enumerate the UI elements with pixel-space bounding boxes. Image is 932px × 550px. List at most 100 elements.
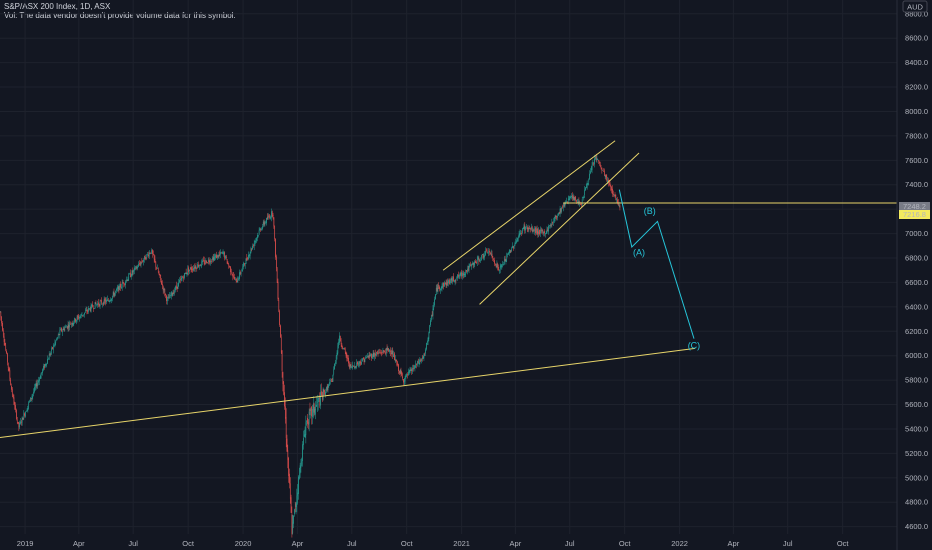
candle-body [329, 382, 330, 385]
time-tick: Jul [565, 539, 575, 548]
candle-body [118, 286, 120, 291]
candle-body [245, 258, 247, 264]
candle-body [389, 349, 390, 352]
candle-body [568, 199, 570, 200]
candle-body [90, 305, 92, 312]
candle-body [162, 283, 163, 286]
candle-body [206, 260, 207, 264]
candle-body [569, 197, 571, 200]
candle-body [428, 332, 430, 339]
candle-body [108, 300, 110, 302]
candle-body [335, 356, 337, 363]
candle-body [326, 387, 327, 392]
candle-body [556, 216, 558, 218]
candle-body [204, 262, 206, 264]
candle-body [617, 202, 619, 206]
candle-body [517, 236, 519, 240]
candle-body [540, 229, 542, 231]
candle-body [573, 196, 575, 200]
candle-body [322, 388, 324, 400]
candle-body [186, 272, 188, 275]
candle-body [464, 274, 466, 275]
candle-body [135, 267, 137, 269]
trendline [479, 152, 640, 305]
candle-body [129, 273, 130, 275]
candle-body [203, 260, 205, 264]
candle-body [302, 444, 303, 462]
candle-body [455, 279, 457, 281]
candle-body [165, 293, 166, 296]
candle-body [216, 254, 218, 258]
candle-body [456, 278, 458, 280]
candle-body [412, 368, 414, 370]
candle-body [248, 254, 249, 260]
time-axis[interactable]: 2019 Apr Jul Oct 2020 Apr Jul Oct 2021 Apr Jul Oct 2… [17, 539, 850, 548]
candle-body [42, 369, 43, 373]
candle-body [288, 458, 289, 476]
candle-body [41, 372, 43, 373]
candle-body [530, 228, 531, 230]
candle-body [250, 248, 252, 253]
candle-body [275, 238, 276, 258]
candle-body [316, 404, 317, 407]
price-tick: 5800.0 [905, 376, 928, 385]
candle-body [550, 225, 552, 226]
candle-body [251, 248, 253, 250]
candle-body [229, 266, 230, 267]
candle-body [43, 366, 44, 370]
candle-body [393, 354, 394, 357]
candle-body [584, 189, 585, 196]
candle-body [30, 398, 32, 399]
candle-body [401, 373, 403, 376]
candle-body [55, 340, 57, 343]
candle-body [392, 350, 394, 357]
candle-body [208, 260, 210, 262]
candle-body [232, 275, 234, 277]
candle-body [508, 251, 510, 254]
candle-body [338, 341, 339, 346]
candle-body [374, 353, 376, 358]
candle-body [43, 365, 45, 369]
candle-body [143, 260, 144, 262]
candle-body [234, 276, 235, 280]
candle-body [34, 386, 36, 388]
candle-body [281, 350, 283, 371]
candle-body [404, 377, 406, 382]
candle-body [124, 283, 125, 285]
candle-body [337, 345, 339, 354]
candle-body [409, 369, 411, 373]
trendline [0, 347, 696, 439]
candle-body [14, 405, 16, 407]
candle-body [72, 323, 74, 326]
candle-body [425, 349, 426, 354]
candle-body [219, 254, 221, 255]
candle-body [102, 303, 103, 305]
candle-body [276, 256, 277, 269]
candle-body [321, 398, 323, 400]
candle-body [351, 367, 353, 368]
candle-body [297, 492, 298, 496]
candle-body [421, 358, 422, 362]
candle-body [46, 363, 48, 365]
candle-body [198, 264, 199, 267]
candle-body [298, 473, 300, 480]
candle-body [209, 261, 211, 263]
candle-body [435, 294, 436, 300]
candle-body [58, 334, 60, 335]
candle-body [32, 394, 34, 397]
candle-body [430, 320, 431, 326]
candle-body [257, 235, 258, 239]
candle-body [75, 320, 77, 323]
candle-body [445, 283, 447, 286]
candle-body [226, 259, 228, 264]
candle-body [89, 308, 90, 310]
candle-body [157, 268, 159, 273]
currency-badge[interactable]: AUD [902, 0, 928, 13]
candle-body [481, 255, 482, 261]
candle-body [366, 357, 367, 358]
candle-body [25, 411, 27, 413]
candle-body [588, 179, 590, 183]
price-axis[interactable]: 4600.0 4800.0 5000.0 5200.0 5400.0 5600.0 5800… [905, 9, 928, 531]
candle-body [80, 316, 81, 318]
